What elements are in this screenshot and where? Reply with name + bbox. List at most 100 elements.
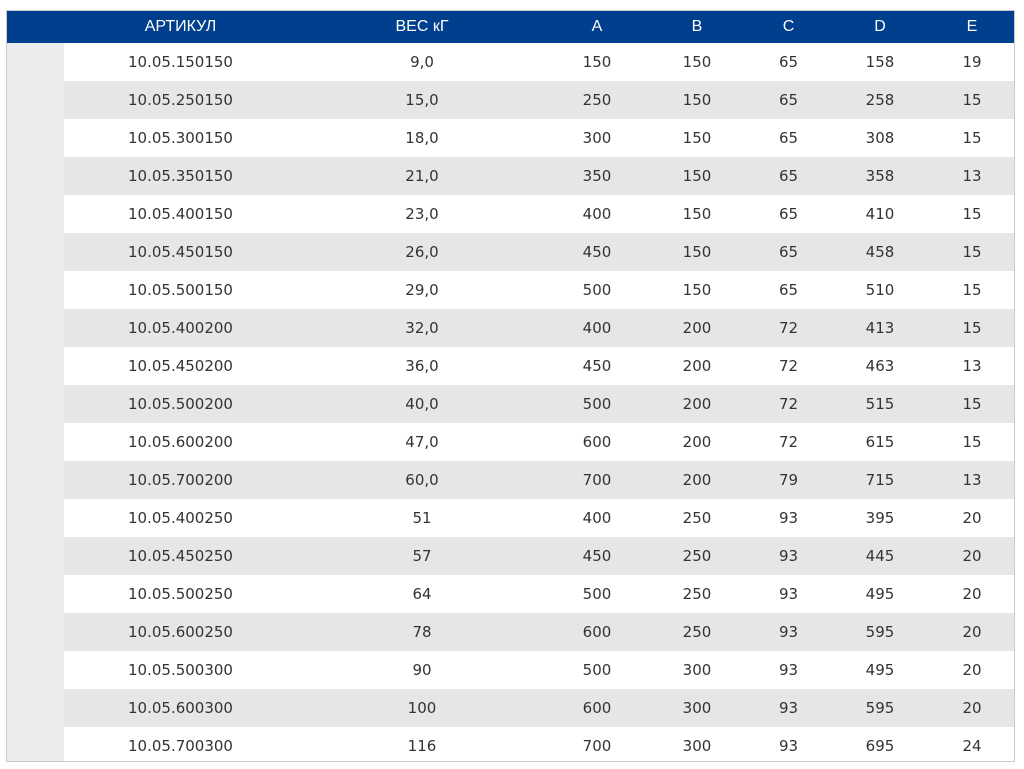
cell-e: 20 (930, 575, 1014, 613)
cell-a: 450 (547, 347, 647, 385)
row-stub-cell (7, 651, 64, 689)
cell-d: 595 (830, 689, 930, 727)
cell-c: 65 (747, 157, 830, 195)
header-stub (7, 11, 64, 43)
table-header-row: АРТИКУЛ ВЕС кГ A B C D E (7, 11, 1014, 43)
cell-a: 400 (547, 499, 647, 537)
spec-table-frame: АРТИКУЛ ВЕС кГ A B C D E 10.05.150150 9,0… (6, 10, 1015, 762)
cell-c: 93 (747, 689, 830, 727)
cell-a: 700 (547, 461, 647, 499)
cell-artikul: 10.05.600300 (64, 689, 297, 727)
cell-d: 695 (830, 727, 930, 761)
header-a: A (591, 18, 603, 35)
cell-artikul: 10.05.450250 (64, 537, 297, 575)
cell-d: 463 (830, 347, 930, 385)
cell-e: 15 (930, 119, 1014, 157)
table-row: 10.05.350150 21,0 350 150 65 358 13 (7, 157, 1014, 195)
cell-artikul: 10.05.500150 (64, 271, 297, 309)
row-stub-cell (7, 43, 64, 81)
cell-c: 72 (747, 385, 830, 423)
table-body: 10.05.150150 9,0 150 150 65 158 19 10.05.250150… (7, 43, 1014, 761)
cell-e: 20 (930, 651, 1014, 689)
cell-artikul: 10.05.450200 (64, 347, 297, 385)
cell-b: 200 (647, 461, 747, 499)
cell-weight: 21,0 (297, 157, 547, 195)
table-row: 10.05.150150 9,0 150 150 65 158 19 (7, 43, 1014, 81)
table-row: 10.05.500300 90 500 300 93 495 20 (7, 651, 1014, 689)
cell-e: 15 (930, 81, 1014, 119)
cell-c: 65 (747, 81, 830, 119)
cell-a: 500 (547, 575, 647, 613)
cell-weight: 15,0 (297, 81, 547, 119)
cell-weight: 47,0 (297, 423, 547, 461)
cell-b: 150 (647, 271, 747, 309)
table-row: 10.05.250150 15,0 250 150 65 258 15 (7, 81, 1014, 119)
cell-weight: 64 (297, 575, 547, 613)
cell-b: 150 (647, 195, 747, 233)
cell-artikul: 10.05.500200 (64, 385, 297, 423)
row-stub-cell (7, 385, 64, 423)
cell-c: 93 (747, 575, 830, 613)
row-stub-cell (7, 309, 64, 347)
cell-b: 250 (647, 613, 747, 651)
header-b: B (691, 18, 703, 35)
cell-artikul: 10.05.600250 (64, 613, 297, 651)
cell-e: 15 (930, 385, 1014, 423)
row-stub-cell (7, 499, 64, 537)
cell-d: 495 (830, 575, 930, 613)
cell-weight: 60,0 (297, 461, 547, 499)
cell-artikul: 10.05.500300 (64, 651, 297, 689)
table-row: 10.05.300150 18,0 300 150 65 308 15 (7, 119, 1014, 157)
row-stub-cell (7, 119, 64, 157)
cell-a: 450 (547, 537, 647, 575)
cell-b: 250 (647, 537, 747, 575)
table-row: 10.05.700200 60,0 700 200 79 715 13 (7, 461, 1014, 499)
cell-e: 15 (930, 423, 1014, 461)
cell-e: 15 (930, 309, 1014, 347)
cell-e: 24 (930, 727, 1014, 761)
row-stub-column (7, 43, 64, 761)
cell-d: 258 (830, 81, 930, 119)
row-stub-cell (7, 157, 64, 195)
cell-weight: 40,0 (297, 385, 547, 423)
cell-d: 495 (830, 651, 930, 689)
cell-d: 715 (830, 461, 930, 499)
cell-d: 413 (830, 309, 930, 347)
cell-e: 15 (930, 195, 1014, 233)
spec-table: АРТИКУЛ ВЕС кГ A B C D E 10.05.150150 9,0… (7, 11, 1014, 761)
cell-c: 65 (747, 195, 830, 233)
cell-d: 615 (830, 423, 930, 461)
cell-artikul: 10.05.250150 (64, 81, 297, 119)
row-stub-cell (7, 347, 64, 385)
cell-d: 458 (830, 233, 930, 271)
cell-c: 65 (747, 233, 830, 271)
cell-d: 595 (830, 613, 930, 651)
cell-d: 515 (830, 385, 930, 423)
table-row: 10.05.500200 40,0 500 200 72 515 15 (7, 385, 1014, 423)
cell-b: 200 (647, 385, 747, 423)
header-artikul: АРТИКУЛ (144, 18, 217, 35)
cell-b: 150 (647, 81, 747, 119)
cell-b: 300 (647, 651, 747, 689)
cell-c: 93 (747, 537, 830, 575)
cell-e: 20 (930, 499, 1014, 537)
cell-weight: 100 (297, 689, 547, 727)
row-stub-cell (7, 195, 64, 233)
cell-d: 445 (830, 537, 930, 575)
table-row: 10.05.400150 23,0 400 150 65 410 15 (7, 195, 1014, 233)
cell-weight: 36,0 (297, 347, 547, 385)
table-row: 10.05.600250 78 600 250 93 595 20 (7, 613, 1014, 651)
row-stub-cell (7, 727, 64, 761)
cell-weight: 26,0 (297, 233, 547, 271)
cell-b: 300 (647, 727, 747, 761)
cell-d: 158 (830, 43, 930, 81)
cell-artikul: 10.05.500250 (64, 575, 297, 613)
cell-c: 72 (747, 309, 830, 347)
cell-c: 72 (747, 347, 830, 385)
row-stub-cell (7, 233, 64, 271)
cell-c: 93 (747, 613, 830, 651)
table-row: 10.05.450250 57 450 250 93 445 20 (7, 537, 1014, 575)
table-row: 10.05.500250 64 500 250 93 495 20 (7, 575, 1014, 613)
cell-b: 200 (647, 423, 747, 461)
cell-weight: 32,0 (297, 309, 547, 347)
